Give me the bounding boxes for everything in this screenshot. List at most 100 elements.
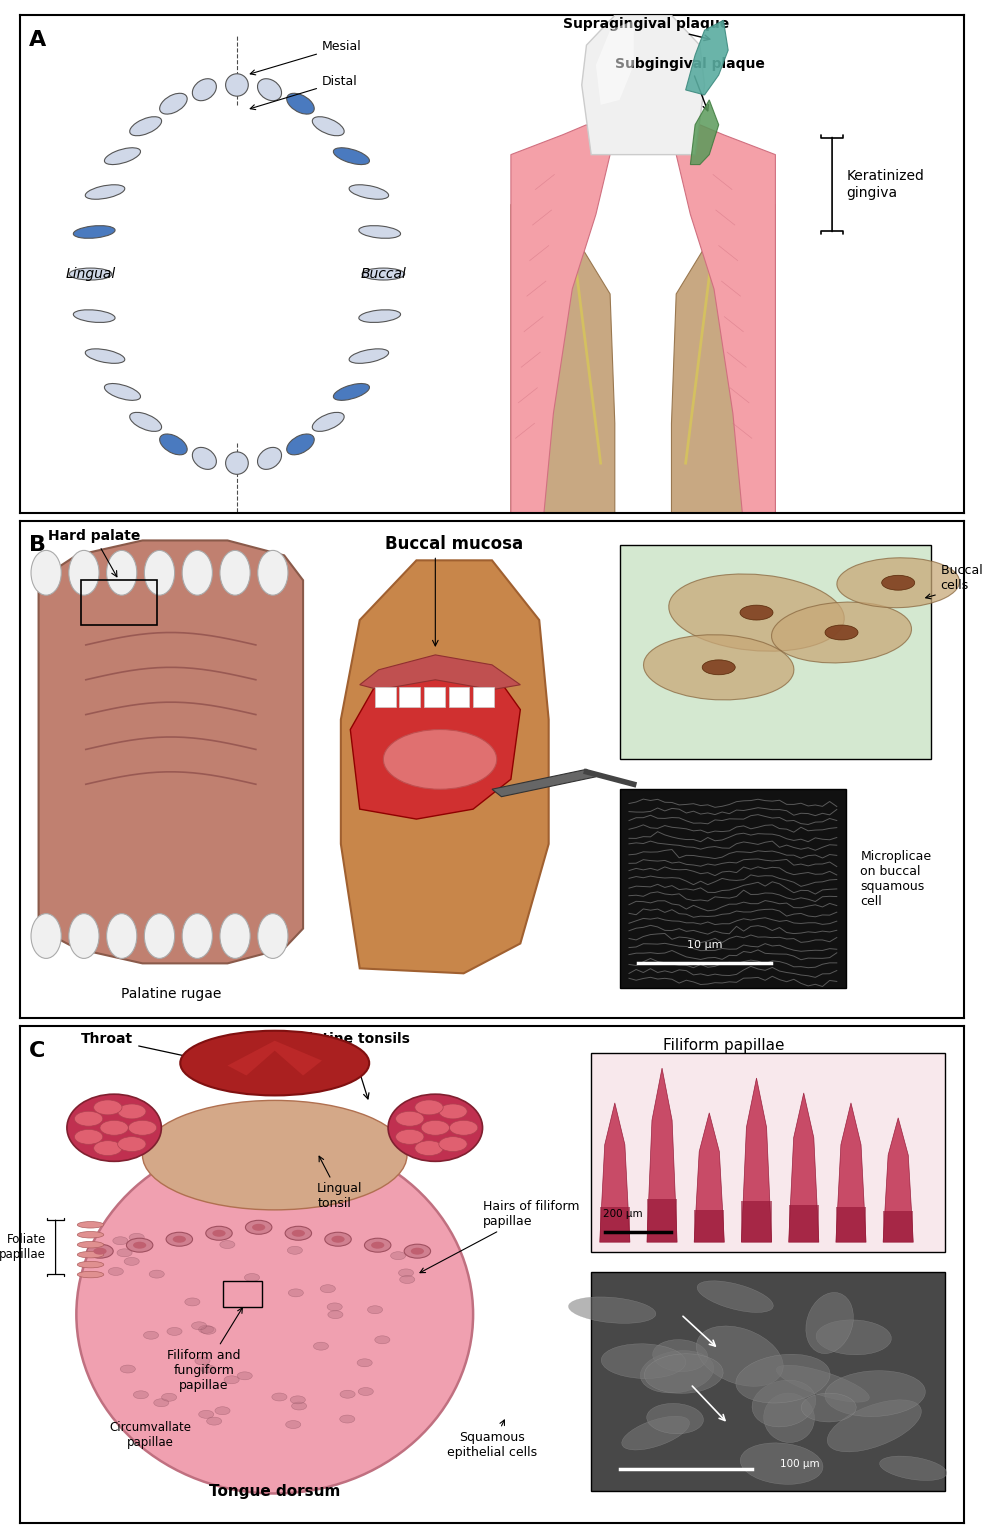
- Bar: [591, 1272, 946, 1491]
- Ellipse shape: [143, 1101, 407, 1209]
- Polygon shape: [686, 20, 728, 95]
- Ellipse shape: [192, 78, 216, 101]
- Ellipse shape: [641, 1350, 713, 1393]
- Polygon shape: [340, 560, 549, 974]
- Ellipse shape: [703, 660, 735, 675]
- Text: Palatine tonsils: Palatine tonsils: [289, 1032, 409, 1099]
- Ellipse shape: [78, 1222, 103, 1228]
- Text: Mesial: Mesial: [250, 40, 362, 75]
- Ellipse shape: [622, 1416, 690, 1450]
- Circle shape: [314, 1343, 329, 1350]
- Ellipse shape: [806, 1292, 853, 1353]
- Circle shape: [328, 1311, 343, 1318]
- Ellipse shape: [31, 550, 61, 596]
- Text: Buccal mucosa: Buccal mucosa: [385, 536, 523, 554]
- Circle shape: [93, 1099, 122, 1115]
- Circle shape: [150, 1271, 164, 1278]
- Circle shape: [213, 1229, 225, 1237]
- Ellipse shape: [104, 384, 141, 400]
- Bar: [620, 788, 846, 989]
- Circle shape: [285, 1421, 301, 1428]
- Circle shape: [339, 1415, 355, 1422]
- Ellipse shape: [258, 914, 288, 958]
- Circle shape: [396, 1130, 424, 1144]
- Ellipse shape: [69, 268, 112, 280]
- Circle shape: [290, 1396, 305, 1404]
- Circle shape: [291, 1402, 307, 1410]
- Text: Buccal: Buccal: [360, 266, 406, 282]
- Circle shape: [199, 1326, 214, 1334]
- Text: Filiform papillae: Filiform papillae: [662, 1038, 784, 1053]
- Ellipse shape: [801, 1393, 856, 1422]
- Polygon shape: [788, 1093, 819, 1242]
- Ellipse shape: [349, 349, 389, 363]
- Ellipse shape: [86, 185, 125, 199]
- Circle shape: [126, 1239, 153, 1252]
- Ellipse shape: [764, 1393, 815, 1442]
- Ellipse shape: [78, 1271, 103, 1278]
- Ellipse shape: [349, 185, 389, 199]
- Ellipse shape: [752, 1379, 816, 1427]
- Circle shape: [245, 1220, 272, 1234]
- Circle shape: [126, 1242, 142, 1249]
- Text: Tongue dorsum: Tongue dorsum: [209, 1484, 340, 1499]
- Ellipse shape: [312, 412, 344, 432]
- Text: C: C: [30, 1041, 45, 1061]
- Ellipse shape: [86, 349, 125, 363]
- Ellipse shape: [828, 1399, 921, 1451]
- Ellipse shape: [669, 574, 844, 651]
- Circle shape: [87, 1245, 113, 1258]
- Ellipse shape: [220, 914, 250, 958]
- Circle shape: [237, 1372, 252, 1379]
- Bar: [424, 687, 445, 707]
- Polygon shape: [599, 1102, 630, 1242]
- Ellipse shape: [78, 1251, 103, 1258]
- Text: Squamous
epithelial cells: Squamous epithelial cells: [447, 1419, 537, 1459]
- Polygon shape: [694, 1113, 724, 1242]
- Circle shape: [421, 1121, 450, 1136]
- Circle shape: [244, 1274, 260, 1281]
- Circle shape: [375, 1337, 390, 1344]
- Circle shape: [450, 1121, 478, 1136]
- Ellipse shape: [880, 1456, 947, 1480]
- Circle shape: [219, 1240, 235, 1249]
- Ellipse shape: [644, 635, 794, 700]
- Bar: [620, 545, 931, 759]
- Circle shape: [400, 1275, 415, 1283]
- Polygon shape: [835, 1208, 866, 1242]
- Circle shape: [367, 1306, 383, 1314]
- Ellipse shape: [334, 384, 369, 400]
- Text: Filiform and
fungiform
papillae: Filiform and fungiform papillae: [167, 1307, 242, 1392]
- Ellipse shape: [736, 1355, 830, 1402]
- Polygon shape: [694, 1209, 724, 1242]
- Circle shape: [117, 1249, 132, 1257]
- Circle shape: [327, 1303, 342, 1311]
- Ellipse shape: [225, 452, 248, 475]
- Circle shape: [118, 1136, 146, 1151]
- Ellipse shape: [601, 1344, 686, 1378]
- Ellipse shape: [145, 914, 174, 958]
- Text: Lingual
tonsil: Lingual tonsil: [317, 1156, 363, 1211]
- Ellipse shape: [652, 1340, 707, 1372]
- Ellipse shape: [31, 914, 61, 958]
- Ellipse shape: [258, 78, 281, 101]
- Circle shape: [192, 1321, 207, 1330]
- Text: Palatine rugae: Palatine rugae: [121, 987, 221, 1001]
- Ellipse shape: [220, 550, 250, 596]
- Bar: [449, 687, 469, 707]
- Ellipse shape: [78, 1242, 103, 1248]
- Circle shape: [364, 1239, 391, 1252]
- Text: Lingual: Lingual: [65, 266, 116, 282]
- Ellipse shape: [388, 1095, 482, 1162]
- Polygon shape: [511, 124, 610, 513]
- Ellipse shape: [78, 1262, 103, 1268]
- Text: Foliate
papillae: Foliate papillae: [0, 1232, 46, 1262]
- Circle shape: [288, 1289, 303, 1297]
- Circle shape: [108, 1268, 123, 1275]
- Polygon shape: [671, 204, 775, 513]
- Ellipse shape: [359, 309, 400, 323]
- Text: A: A: [30, 31, 46, 51]
- Circle shape: [371, 1242, 385, 1249]
- Circle shape: [113, 1237, 128, 1245]
- Circle shape: [358, 1387, 373, 1395]
